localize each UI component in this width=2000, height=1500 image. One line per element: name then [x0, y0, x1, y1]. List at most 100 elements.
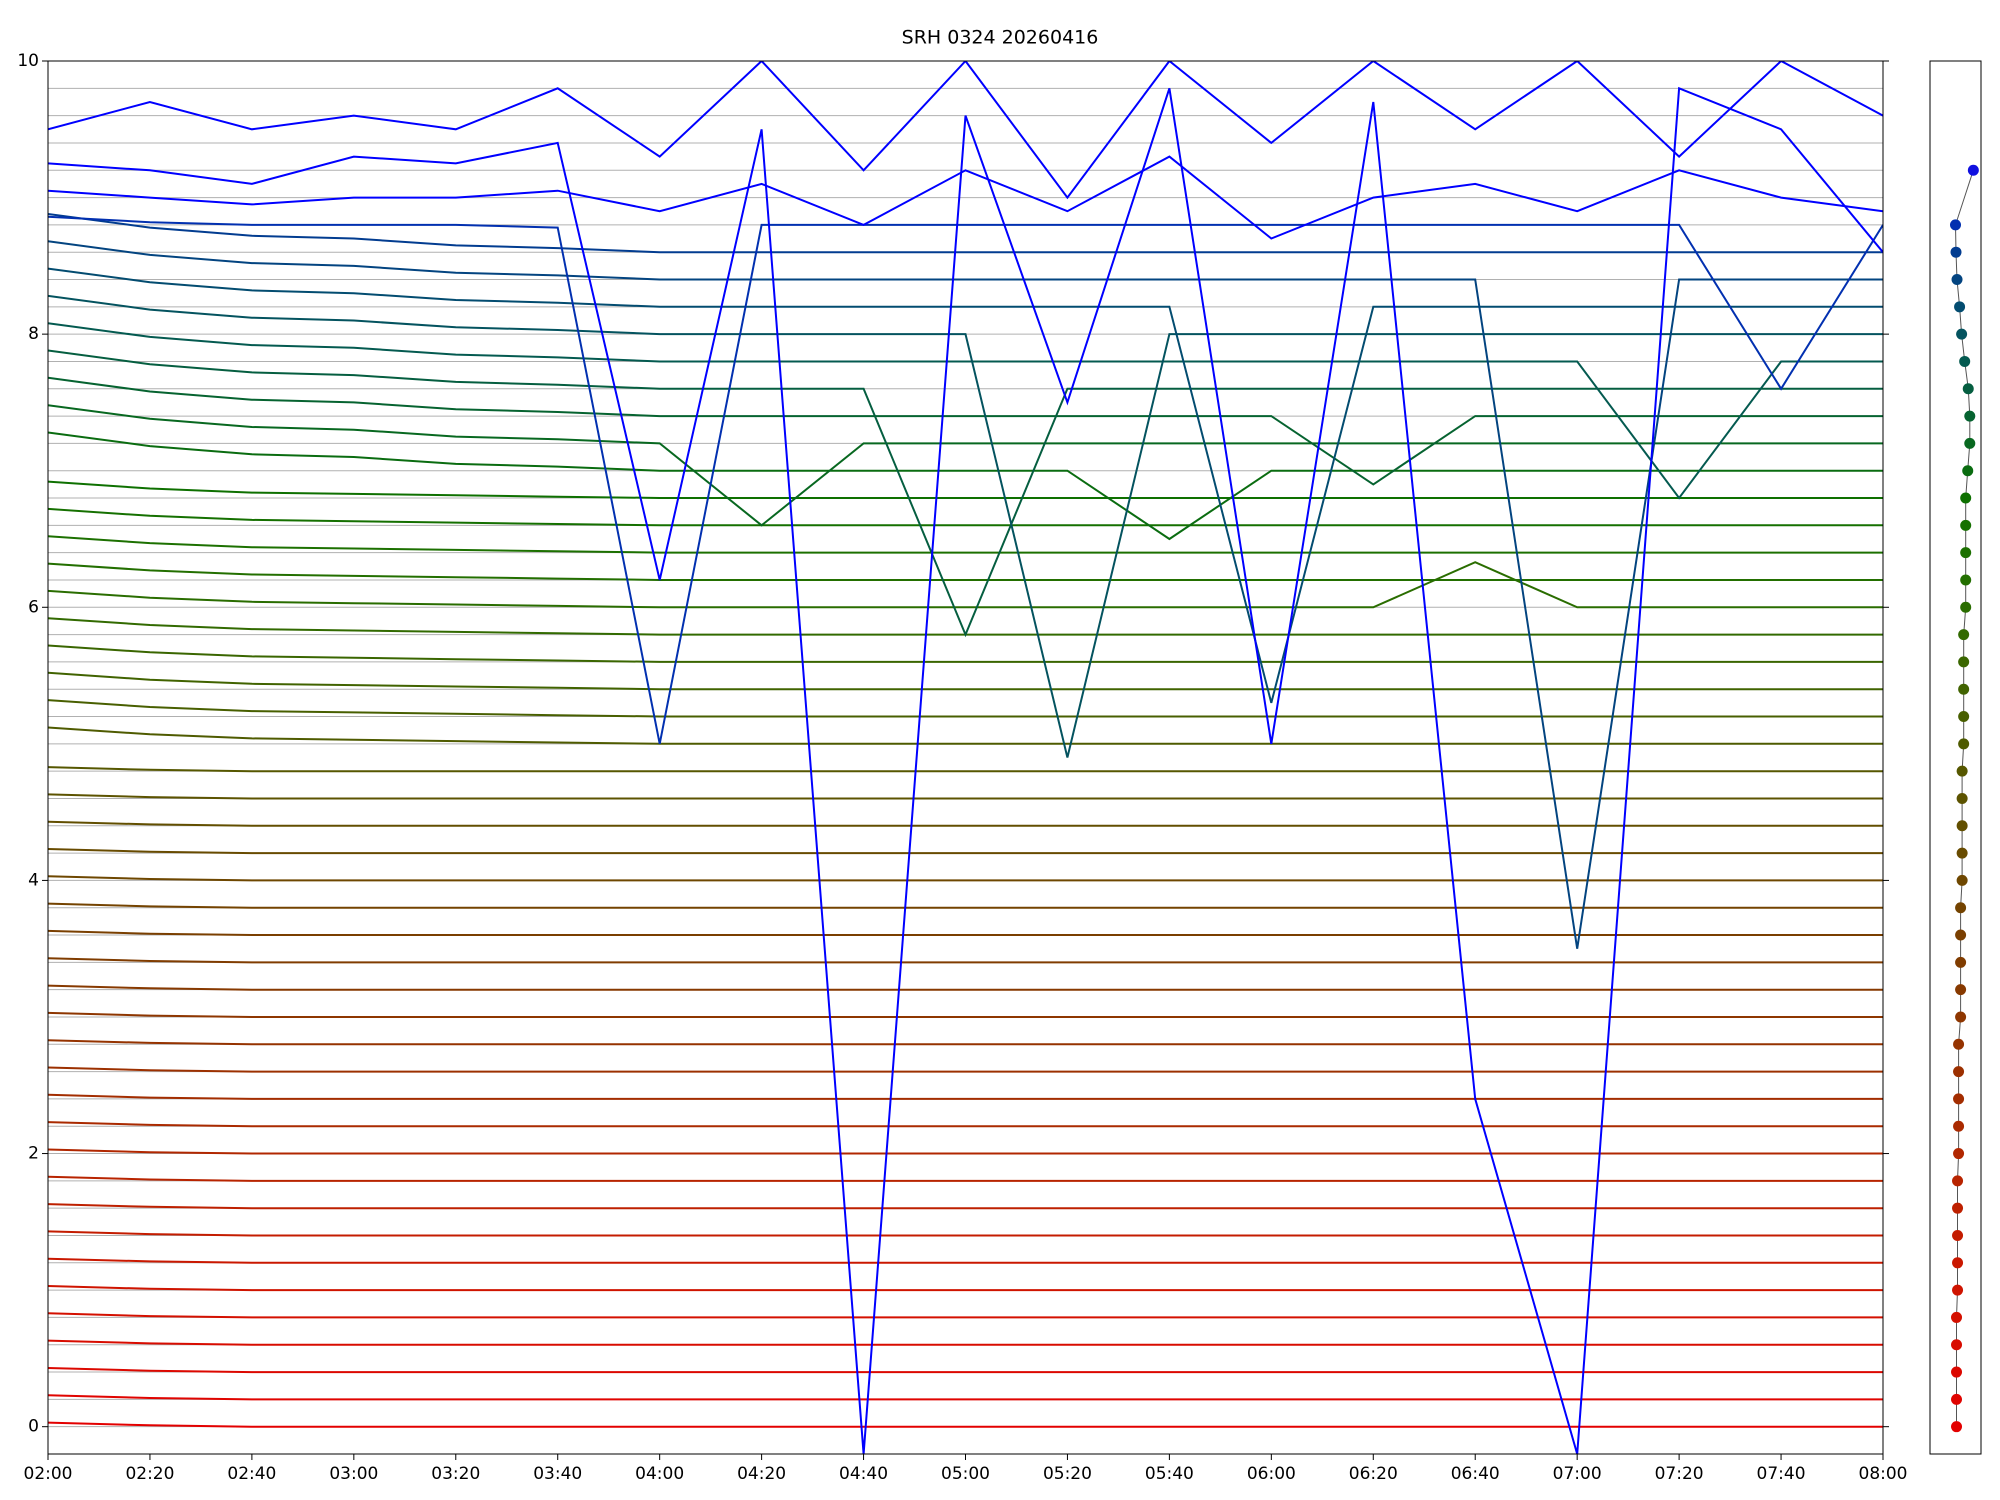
- y-tick-label: 8: [28, 324, 39, 344]
- x-tick-label: 06:20: [1349, 1464, 1398, 1484]
- y-tick-label: 10: [17, 51, 39, 71]
- trace: [48, 766, 1883, 773]
- trace: [48, 349, 1883, 638]
- trace: [48, 1148, 1883, 1155]
- trace: [48, 561, 1883, 609]
- x-tick-label: 02:20: [125, 1464, 174, 1484]
- x-tick-label: 06:40: [1451, 1464, 1500, 1484]
- dot: [1960, 547, 1972, 559]
- dot: [1952, 1257, 1964, 1269]
- dot: [1951, 1311, 1963, 1323]
- trace: [48, 1394, 1883, 1401]
- dot: [1951, 1393, 1963, 1405]
- panel-frame: [1929, 60, 1982, 1455]
- dot: [1955, 1011, 1967, 1023]
- dot: [1958, 711, 1970, 723]
- dot: [1956, 820, 1968, 832]
- dot: [1955, 956, 1967, 968]
- x-tick-label: 02:00: [24, 1464, 73, 1484]
- x-tick-label: 07:40: [1757, 1464, 1806, 1484]
- dot: [1956, 792, 1968, 804]
- dot: [1962, 383, 1974, 395]
- trace: [48, 155, 1883, 240]
- trace: [48, 902, 1883, 909]
- dot: [1962, 465, 1974, 477]
- trace: [48, 215, 1883, 744]
- dot: [1952, 1229, 1964, 1241]
- trace: [48, 671, 1883, 691]
- dot: [1952, 1284, 1964, 1296]
- dot: [1954, 301, 1966, 313]
- dot: [1951, 1339, 1963, 1351]
- trace: [48, 376, 1883, 486]
- dot: [1950, 219, 1961, 231]
- trace: [48, 507, 1883, 527]
- dot: [1956, 328, 1968, 340]
- x-tick-label: 05:40: [1145, 1464, 1194, 1484]
- trace: [48, 984, 1883, 991]
- trace: [48, 267, 1883, 704]
- trace: [48, 1066, 1883, 1073]
- trace: [48, 535, 1883, 554]
- trace: [48, 699, 1883, 718]
- x-tick-label: 03:40: [533, 1464, 582, 1484]
- dot: [1959, 355, 1971, 367]
- trace: [48, 820, 1883, 827]
- trace: [48, 726, 1883, 745]
- trace: [48, 1230, 1883, 1237]
- dot: [1956, 874, 1968, 886]
- trace: [48, 1339, 1883, 1346]
- trace: [48, 957, 1883, 964]
- trace: [48, 875, 1883, 882]
- dot: [1951, 1366, 1963, 1378]
- trace: [48, 644, 1883, 663]
- trace: [48, 562, 1883, 581]
- x-tick-label: 02:40: [227, 1464, 276, 1484]
- dot: [1953, 1148, 1965, 1160]
- y-tick-label: 2: [28, 1144, 39, 1164]
- trace: [48, 480, 1883, 499]
- trace: [48, 1039, 1883, 1046]
- trace: [48, 240, 1883, 949]
- trace: [48, 1421, 1883, 1428]
- x-tick-label: 04:20: [737, 1464, 786, 1484]
- plot-frame: [47, 60, 1884, 1455]
- dot: [1955, 984, 1967, 996]
- dot: [1952, 1202, 1964, 1214]
- dot: [1967, 164, 1979, 176]
- dot: [1950, 246, 1962, 258]
- x-tick-label: 07:00: [1553, 1464, 1602, 1484]
- dot: [1958, 629, 1970, 641]
- y-tick-label: 6: [28, 597, 39, 617]
- trace: [48, 1257, 1883, 1264]
- trace: [48, 322, 1883, 500]
- trace: [48, 848, 1883, 855]
- trace: [48, 61, 1883, 200]
- x-tick-label: 03:20: [431, 1464, 480, 1484]
- x-tick-label: 08:00: [1859, 1464, 1908, 1484]
- dot: [1964, 437, 1976, 449]
- dot: [1958, 683, 1970, 695]
- dot: [1951, 1421, 1963, 1433]
- trace: [48, 404, 1883, 527]
- trace: [48, 86, 1883, 1454]
- dot: [1955, 929, 1967, 941]
- dot: [1960, 574, 1972, 586]
- dot: [1953, 1066, 1965, 1078]
- connector: [1954, 170, 1974, 1427]
- x-tick-label: 04:40: [839, 1464, 888, 1484]
- trace: [48, 1285, 1883, 1292]
- chart-title: SRH 0324 20260416: [902, 27, 1099, 49]
- dot: [1958, 738, 1970, 750]
- trace: [48, 1367, 1883, 1374]
- dot: [1952, 1175, 1964, 1187]
- x-tick-label: 03:00: [329, 1464, 378, 1484]
- dot: [1953, 1038, 1965, 1050]
- trace: [48, 431, 1883, 541]
- y-tick-label: 4: [28, 870, 39, 890]
- trace: [48, 1011, 1883, 1018]
- x-tick-label: 05:00: [941, 1464, 990, 1484]
- trace: [48, 1203, 1883, 1210]
- trace: [48, 213, 1883, 254]
